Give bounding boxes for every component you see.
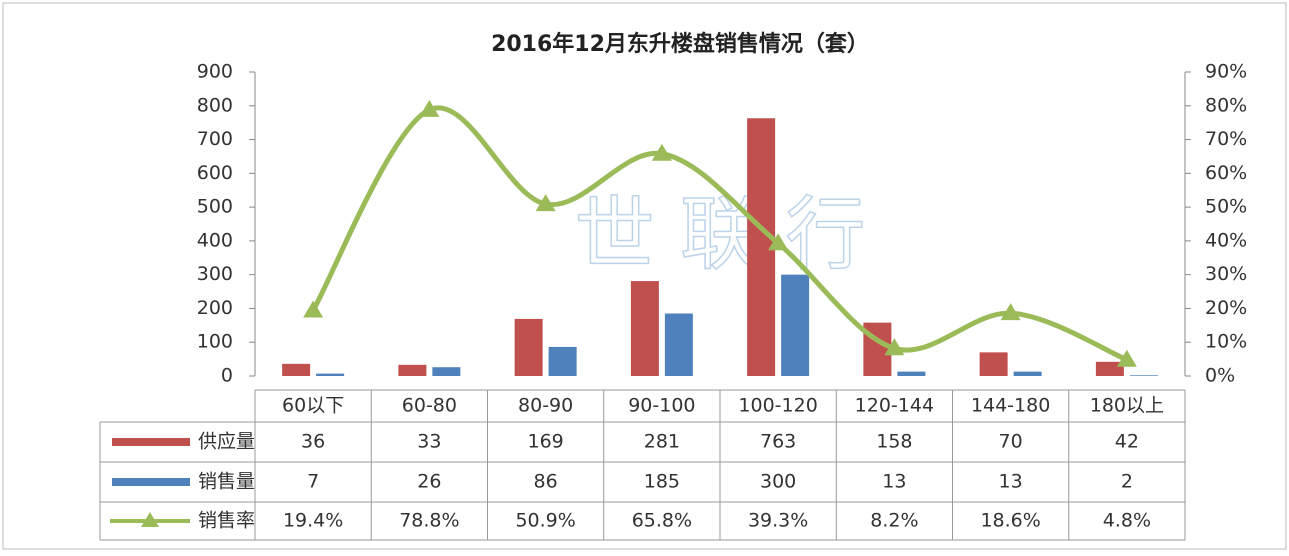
bar bbox=[1095, 361, 1124, 376]
marker bbox=[884, 338, 905, 356]
y2-tick-label: 0% bbox=[1205, 365, 1235, 387]
table-cell: 70 bbox=[999, 431, 1023, 453]
y-tick-label: 400 bbox=[197, 229, 233, 251]
marker bbox=[419, 99, 440, 117]
table-cell: 4.8% bbox=[1103, 510, 1151, 532]
table-cell: 33 bbox=[417, 431, 441, 453]
table-cell: 281 bbox=[644, 431, 680, 453]
x-tick-label: 120-144 bbox=[855, 395, 934, 417]
table-cell: 300 bbox=[760, 471, 796, 493]
y2-tick-label: 90% bbox=[1205, 61, 1247, 83]
table-cell: 65.8% bbox=[632, 510, 692, 532]
bar bbox=[398, 364, 427, 376]
marker bbox=[768, 233, 789, 251]
table-cell: 50.9% bbox=[515, 510, 575, 532]
x-tick-label: 60-80 bbox=[402, 395, 457, 417]
table-cell: 36 bbox=[301, 431, 325, 453]
bar bbox=[630, 281, 659, 376]
bar bbox=[316, 373, 345, 376]
y-tick-label: 300 bbox=[197, 263, 233, 285]
y-tick-label: 0 bbox=[221, 365, 233, 387]
legend-label: 销售量 bbox=[198, 471, 255, 493]
y-tick-label: 200 bbox=[197, 297, 233, 319]
y2-tick-label: 10% bbox=[1205, 331, 1247, 353]
y2-tick-label: 40% bbox=[1205, 229, 1247, 251]
table-cell: 39.3% bbox=[748, 510, 808, 532]
legend-swatch bbox=[112, 478, 190, 486]
bar bbox=[282, 363, 311, 376]
bar bbox=[514, 318, 543, 376]
y-tick-label: 800 bbox=[197, 94, 233, 116]
table-cell: 7 bbox=[307, 471, 319, 493]
legend-swatch bbox=[141, 512, 159, 527]
bar bbox=[1129, 375, 1158, 376]
table-cell: 13 bbox=[999, 471, 1023, 493]
y2-tick-label: 80% bbox=[1205, 94, 1247, 116]
y-tick-label: 100 bbox=[197, 331, 233, 353]
table-cell: 158 bbox=[876, 431, 912, 453]
x-tick-label: 60以下 bbox=[282, 395, 344, 417]
marker bbox=[535, 194, 556, 212]
bar bbox=[979, 352, 1008, 376]
chart-title: 2016年12月东升楼盘销售情况（套） bbox=[491, 31, 869, 57]
y2-tick-label: 30% bbox=[1205, 263, 1247, 285]
table-cell: 169 bbox=[527, 431, 563, 453]
y2-tick-label: 20% bbox=[1205, 297, 1247, 319]
table-cell: 18.6% bbox=[980, 510, 1040, 532]
legend-swatch bbox=[112, 438, 190, 446]
legend-label: 供应量 bbox=[198, 431, 255, 453]
y-tick-label: 500 bbox=[197, 196, 233, 218]
table-cell: 763 bbox=[760, 431, 796, 453]
marker bbox=[1116, 349, 1137, 367]
table-cell: 2 bbox=[1121, 471, 1133, 493]
table-cell: 26 bbox=[417, 471, 441, 493]
table-cell: 42 bbox=[1115, 431, 1139, 453]
x-tick-label: 144-180 bbox=[971, 395, 1050, 417]
bar bbox=[897, 371, 926, 376]
bar bbox=[781, 274, 810, 376]
table-cell: 13 bbox=[882, 471, 906, 493]
x-tick-label: 80-90 bbox=[518, 395, 573, 417]
y-tick-label: 900 bbox=[197, 61, 233, 83]
table-cell: 8.2% bbox=[870, 510, 918, 532]
watermark: 世 联 行 bbox=[575, 188, 866, 281]
table-cell: 86 bbox=[534, 471, 558, 493]
table-cell: 78.8% bbox=[399, 510, 459, 532]
bar bbox=[548, 346, 577, 376]
y2-tick-label: 60% bbox=[1205, 162, 1247, 184]
bar bbox=[1013, 371, 1042, 376]
x-tick-label: 100-120 bbox=[738, 395, 817, 417]
legend-label: 销售率 bbox=[198, 510, 255, 532]
bar bbox=[664, 313, 693, 376]
table-cell: 185 bbox=[644, 471, 680, 493]
marker bbox=[303, 300, 324, 318]
bar bbox=[432, 367, 461, 376]
y2-tick-label: 70% bbox=[1205, 128, 1247, 150]
marker bbox=[1000, 303, 1021, 321]
x-tick-label: 90-100 bbox=[628, 395, 695, 417]
y2-tick-label: 50% bbox=[1205, 196, 1247, 218]
x-tick-label: 180以上 bbox=[1090, 395, 1164, 417]
table-cell: 19.4% bbox=[283, 510, 343, 532]
marker bbox=[651, 143, 672, 161]
y-tick-label: 600 bbox=[197, 162, 233, 184]
y-tick-label: 700 bbox=[197, 128, 233, 150]
